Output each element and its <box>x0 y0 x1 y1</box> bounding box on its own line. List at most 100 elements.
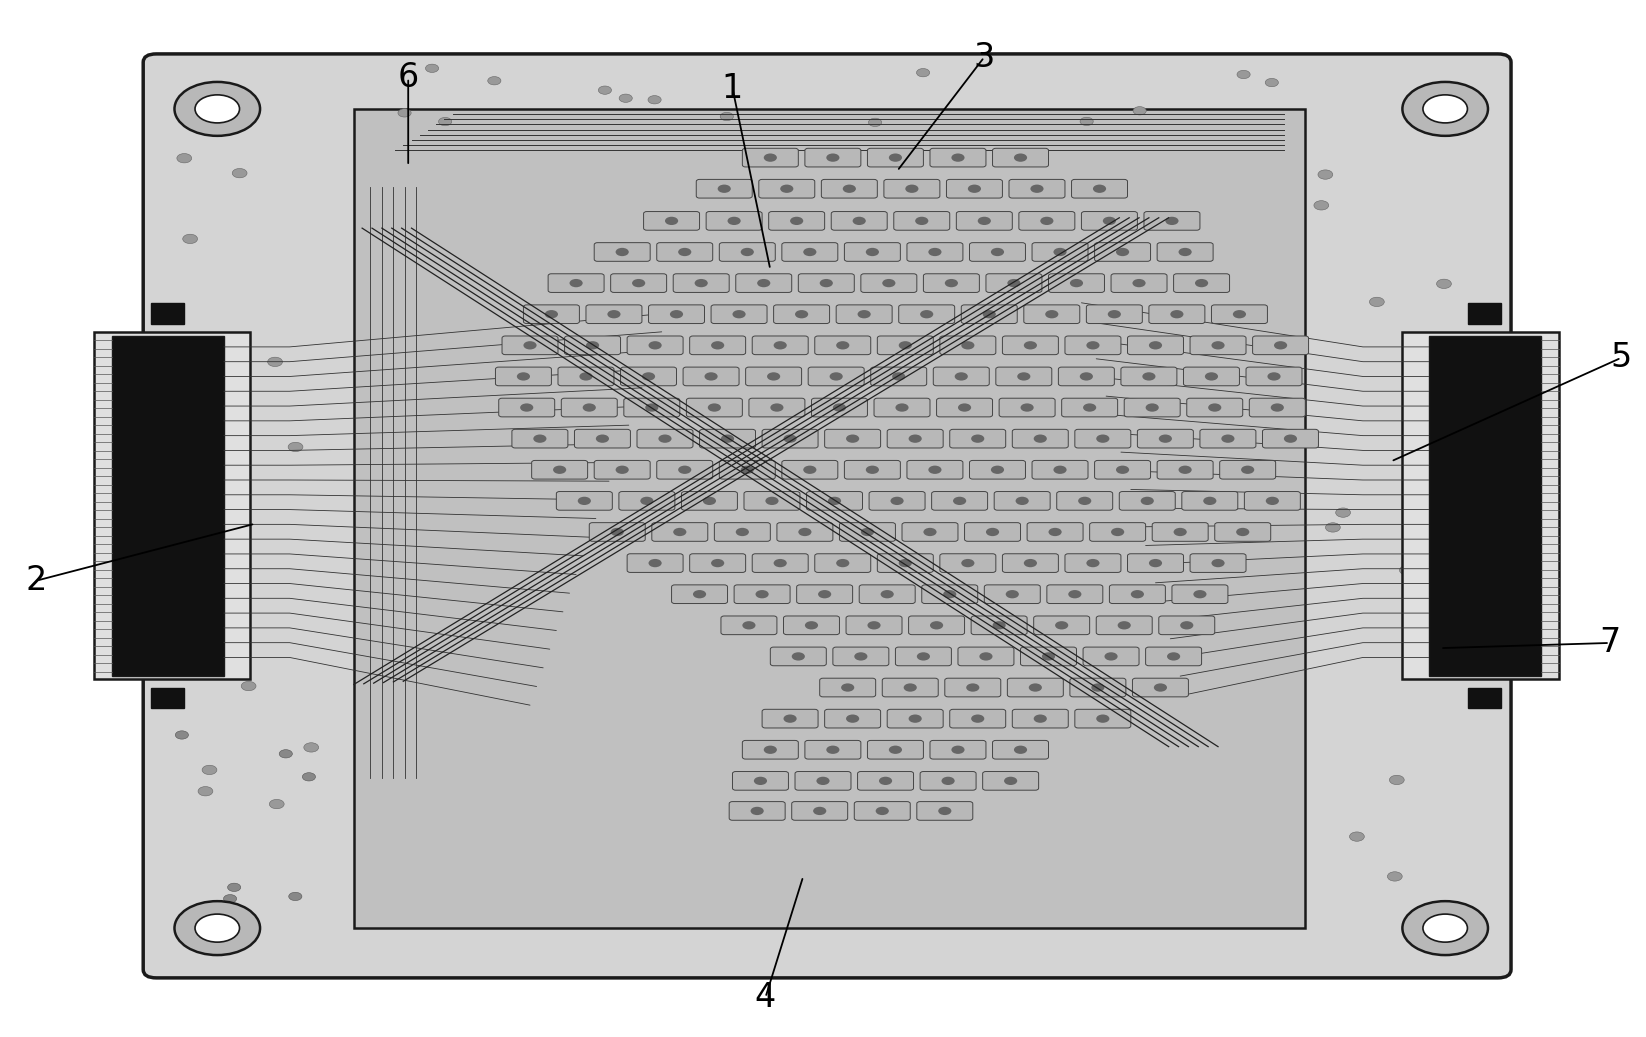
FancyBboxPatch shape <box>752 336 808 355</box>
Text: 3: 3 <box>974 40 994 74</box>
FancyBboxPatch shape <box>742 148 798 167</box>
Circle shape <box>658 435 672 443</box>
FancyBboxPatch shape <box>907 460 963 479</box>
Circle shape <box>1080 117 1093 125</box>
FancyBboxPatch shape <box>858 772 914 790</box>
FancyBboxPatch shape <box>825 429 881 448</box>
Circle shape <box>1053 248 1067 256</box>
Circle shape <box>280 750 293 758</box>
FancyBboxPatch shape <box>811 398 867 417</box>
FancyBboxPatch shape <box>681 492 737 510</box>
FancyBboxPatch shape <box>907 243 963 261</box>
FancyBboxPatch shape <box>867 148 923 167</box>
Circle shape <box>194 914 240 943</box>
FancyBboxPatch shape <box>1027 523 1083 541</box>
Bar <box>354 109 1305 928</box>
Circle shape <box>917 652 930 661</box>
FancyBboxPatch shape <box>859 585 915 604</box>
FancyBboxPatch shape <box>621 367 677 386</box>
Circle shape <box>1068 590 1081 598</box>
Circle shape <box>704 372 718 381</box>
Circle shape <box>968 185 981 193</box>
FancyBboxPatch shape <box>1024 305 1080 324</box>
Circle shape <box>583 403 596 412</box>
FancyBboxPatch shape <box>589 523 645 541</box>
FancyBboxPatch shape <box>783 616 839 635</box>
FancyBboxPatch shape <box>1058 367 1114 386</box>
Circle shape <box>425 64 438 73</box>
FancyBboxPatch shape <box>1012 429 1068 448</box>
Circle shape <box>795 310 808 318</box>
Circle shape <box>953 497 966 505</box>
Circle shape <box>270 800 285 809</box>
Circle shape <box>774 559 787 567</box>
Circle shape <box>1236 528 1249 536</box>
Circle shape <box>876 807 889 815</box>
Circle shape <box>1006 590 1019 598</box>
Circle shape <box>718 185 731 193</box>
Circle shape <box>741 248 754 256</box>
Circle shape <box>708 403 721 412</box>
FancyBboxPatch shape <box>969 460 1025 479</box>
Circle shape <box>616 466 629 474</box>
Circle shape <box>858 310 871 318</box>
Circle shape <box>1055 621 1068 629</box>
FancyBboxPatch shape <box>1200 429 1256 448</box>
Circle shape <box>670 310 683 318</box>
FancyBboxPatch shape <box>1220 460 1276 479</box>
Circle shape <box>1203 497 1216 505</box>
Circle shape <box>917 68 930 77</box>
Circle shape <box>219 623 234 633</box>
Bar <box>151 688 184 708</box>
Circle shape <box>545 310 558 318</box>
Circle shape <box>1086 341 1100 349</box>
Bar <box>1468 688 1501 708</box>
Circle shape <box>1389 776 1404 785</box>
Circle shape <box>1142 372 1155 381</box>
Text: 4: 4 <box>756 981 775 1014</box>
FancyBboxPatch shape <box>961 305 1017 324</box>
FancyBboxPatch shape <box>732 772 788 790</box>
FancyBboxPatch shape <box>1096 616 1152 635</box>
Circle shape <box>1103 217 1116 225</box>
Circle shape <box>1132 107 1146 115</box>
Circle shape <box>607 310 621 318</box>
FancyBboxPatch shape <box>1152 523 1208 541</box>
FancyBboxPatch shape <box>1144 212 1200 230</box>
FancyBboxPatch shape <box>930 148 986 167</box>
Circle shape <box>1093 185 1106 193</box>
Circle shape <box>928 248 942 256</box>
FancyBboxPatch shape <box>1070 678 1126 697</box>
Circle shape <box>553 466 566 474</box>
Circle shape <box>665 217 678 225</box>
Circle shape <box>523 341 537 349</box>
FancyBboxPatch shape <box>999 398 1055 417</box>
FancyBboxPatch shape <box>965 523 1021 541</box>
Circle shape <box>983 310 996 318</box>
Circle shape <box>1053 466 1067 474</box>
Circle shape <box>1335 508 1350 517</box>
Circle shape <box>176 153 191 163</box>
Circle shape <box>1167 652 1180 661</box>
Circle shape <box>899 559 912 567</box>
Circle shape <box>820 279 833 287</box>
Circle shape <box>843 185 856 193</box>
Circle shape <box>1274 341 1287 349</box>
Circle shape <box>928 466 942 474</box>
Circle shape <box>224 895 237 903</box>
FancyBboxPatch shape <box>1128 554 1183 572</box>
FancyBboxPatch shape <box>877 554 933 572</box>
Circle shape <box>632 279 645 287</box>
FancyBboxPatch shape <box>815 336 871 355</box>
FancyBboxPatch shape <box>956 212 1012 230</box>
Circle shape <box>1149 341 1162 349</box>
FancyBboxPatch shape <box>1190 336 1246 355</box>
FancyBboxPatch shape <box>820 678 876 697</box>
Circle shape <box>1034 714 1047 723</box>
Circle shape <box>174 901 260 955</box>
FancyBboxPatch shape <box>706 212 762 230</box>
Circle shape <box>1180 621 1193 629</box>
FancyBboxPatch shape <box>1215 523 1271 541</box>
Circle shape <box>227 884 240 892</box>
Circle shape <box>938 807 951 815</box>
